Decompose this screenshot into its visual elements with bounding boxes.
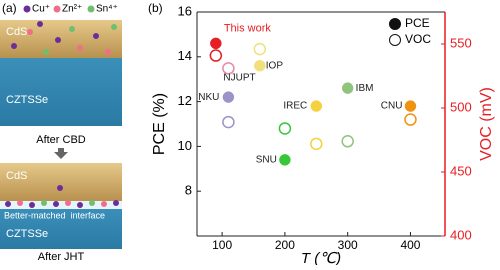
icon — [23, 5, 31, 13]
cds-layer — [0, 163, 122, 201]
point — [278, 122, 292, 135]
y-tick-label: 10 — [178, 138, 192, 153]
y-tick-label: 14 — [178, 48, 192, 63]
y-axis-label: PCE (%) — [151, 93, 168, 155]
legend-marker — [389, 34, 401, 46]
czts-layer — [0, 209, 122, 249]
y-tick-label: 16 — [178, 3, 192, 18]
chart: 100 200 300 400 8 10 12 14 16 400 450 500 550 T (℃) PC… — [151, 3, 495, 267]
x-tick-label: 100 — [212, 238, 232, 252]
y2-axis-label: VOC (mV) — [478, 87, 495, 161]
point-label: IOP — [266, 60, 284, 71]
x-axis-label: T (℃) — [301, 250, 341, 265]
point — [222, 62, 235, 75]
y2-tick-label: 500 — [450, 99, 472, 114]
icon — [87, 5, 95, 13]
ions — [11, 21, 117, 55]
y2-tick-label: 400 — [450, 227, 472, 242]
caption: After CBD — [36, 134, 86, 146]
point — [341, 82, 354, 94]
point — [210, 37, 222, 50]
legend-marker — [389, 18, 401, 30]
point — [222, 91, 235, 103]
layer-label: CdS — [6, 26, 27, 38]
layer-label: CZTSSe — [6, 94, 48, 106]
point-label: SNU — [256, 154, 277, 165]
x-tick-label: 300 — [338, 238, 358, 252]
cds-layer — [0, 20, 122, 58]
y2-tick-label: 450 — [450, 163, 472, 178]
y-tick-label: 8 — [185, 183, 192, 198]
legend-label: PCE — [405, 16, 430, 30]
point-label: CNU — [381, 101, 403, 112]
point-label: IBM — [356, 83, 374, 94]
y2-tick-label: 550 — [450, 35, 472, 50]
point — [253, 42, 267, 56]
panel-label: (b) — [148, 1, 163, 15]
point — [404, 113, 417, 126]
point — [310, 137, 323, 151]
point — [209, 49, 223, 62]
legend-label: VOC — [405, 32, 431, 46]
point — [404, 100, 417, 112]
arrow — [54, 148, 68, 159]
legend-label: Zn²⁺ — [62, 4, 82, 15]
x-tick-label: 400 — [400, 238, 420, 252]
point — [341, 135, 354, 148]
layer-label: CZTSSe — [6, 228, 48, 240]
interface — [0, 201, 122, 209]
caption: After JHT — [38, 251, 85, 263]
y-tick-label: 12 — [178, 93, 192, 108]
point-label: IREC — [283, 101, 307, 112]
ions — [5, 185, 119, 208]
point-label: NJUPT — [223, 73, 255, 84]
layer-label: CdS — [6, 170, 27, 182]
point-label: NKU — [198, 92, 219, 103]
point — [222, 115, 235, 129]
czts-layer — [0, 58, 122, 126]
x-tick-label: 200 — [275, 238, 295, 252]
schematic: (a) Cu⁺ Zn²⁺ Sn⁴⁺ CdS CZTSSe After CBD — [0, 1, 122, 263]
point — [310, 100, 323, 112]
icon — [53, 5, 61, 13]
legend-label: Sn⁴⁺ — [96, 4, 118, 15]
panel-label: (a) — [2, 1, 17, 15]
point-label: This work — [224, 22, 272, 34]
interface-label: Better-matched interface — [4, 210, 105, 220]
legend-label: Cu⁺ — [32, 4, 50, 15]
point — [254, 60, 266, 72]
point — [279, 154, 291, 166]
